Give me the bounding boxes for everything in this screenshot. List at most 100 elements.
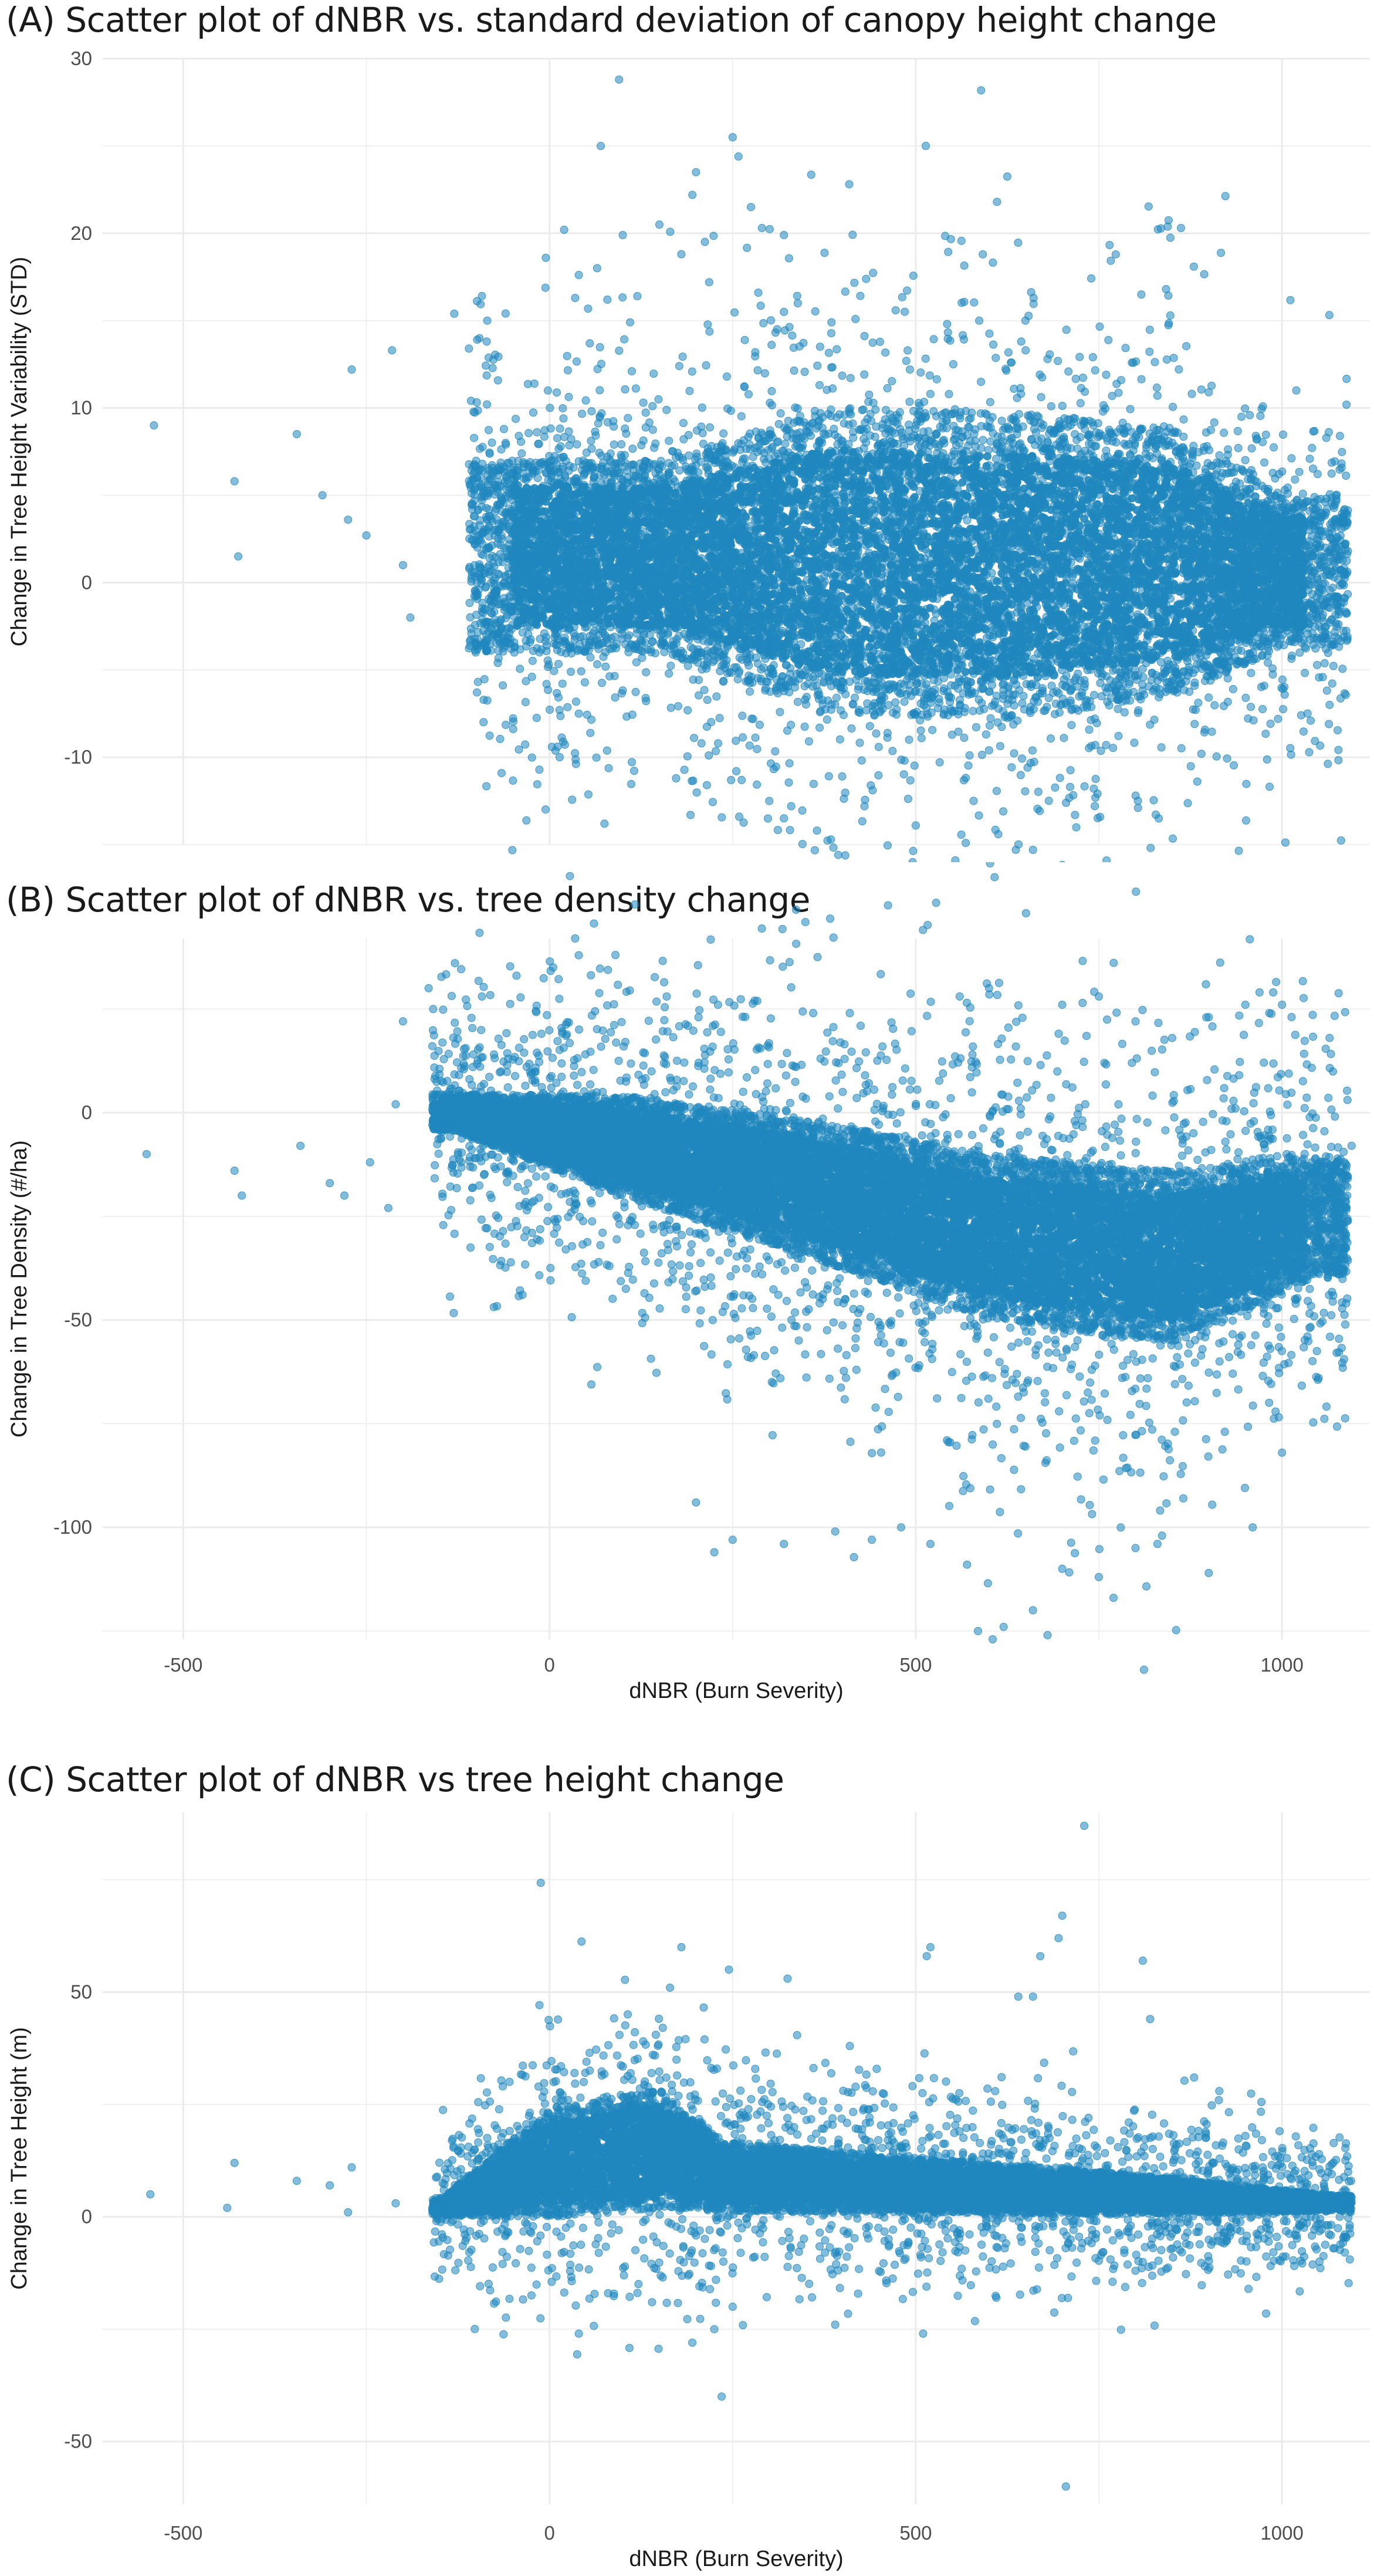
scatter-point [521,740,530,749]
scatter-point [1241,816,1250,825]
scatter-point [902,357,911,365]
scatter-point [841,851,850,860]
scatter-point [1207,727,1216,736]
scatter-point [1145,326,1154,334]
scatter-point [666,228,675,236]
scatter-point [839,711,848,720]
scatter-point [1179,415,1188,424]
scatter-point [1131,791,1140,800]
scatter-point [784,778,793,787]
scatter-point [546,706,554,714]
scatter-point [535,765,544,774]
scatter-point [813,361,822,370]
scatter-point [620,335,628,344]
scatter-point [1152,810,1160,819]
scatter-point [1322,686,1331,695]
scatter-point [965,751,974,760]
scatter-point [798,840,807,849]
scatter-point [1324,760,1332,768]
scatter-point [1200,270,1209,279]
scatter-point [753,745,762,754]
scatter-point [964,761,973,770]
scatter-point [1080,676,1089,684]
scatter-point [840,794,848,803]
scatter-point [930,685,939,694]
scatter-point [1334,726,1342,735]
scatter-point [1088,353,1097,361]
scatter-point [883,728,892,737]
scatter-point [1279,705,1288,714]
scatter-point [553,388,561,397]
scatter-point [989,340,998,349]
scatter-point [1292,386,1301,395]
scatter-point [767,431,776,439]
scatter-point [943,320,952,328]
scatter-point [838,371,847,380]
scatter-point [1149,796,1158,805]
scatter-point [1342,374,1351,383]
scatter-point [804,737,813,745]
scatter-point [868,338,877,347]
scatter-point [947,452,956,460]
scatter-point [1256,412,1265,421]
scatter-point [793,697,802,706]
scatter-point [1096,679,1105,687]
scatter-point [1157,743,1166,752]
scatter-point [1190,720,1199,728]
scatter-point [1145,347,1154,356]
scatter-point [1316,741,1325,750]
scatter-point [881,348,890,357]
scatter-point [641,423,650,432]
scatter-point [718,813,726,822]
scatter-point [847,724,856,733]
scatter-point [1301,669,1309,677]
scatter-point [1010,701,1018,710]
scatter-point [975,706,984,715]
scatter-point [622,429,631,438]
scatter-point [1186,762,1195,771]
scatter-point [593,660,601,669]
scatter-point [985,721,994,730]
scatter-point [1044,796,1053,805]
scatter-point [1011,690,1020,699]
scatter-point [1066,766,1075,775]
scatter-point [1014,238,1023,247]
scatter-point [865,391,874,399]
scatter-point [567,667,575,676]
scatter-point [773,325,781,334]
scatter-point [1247,444,1256,453]
scatter-point [986,714,995,723]
scatter-point [500,425,508,433]
scatter-point [571,697,580,706]
scatter-point [1030,758,1038,767]
scatter-point [485,426,493,435]
scatter-point [512,415,520,423]
scatter-point [776,409,785,418]
scatter-point [732,737,740,745]
scatter-point [574,270,583,279]
scatter-point [598,679,606,687]
scatter-point [834,850,842,859]
scatter-point [554,445,563,453]
scatter-point [499,681,507,690]
scatter-point [813,826,821,835]
scatter-point [1279,431,1287,439]
scatter-point [554,660,563,669]
scatter-point [1166,311,1175,320]
scatter-point [901,307,909,316]
scatter-point [993,198,1001,206]
scatter-point [624,413,632,422]
scatter-point [1246,411,1254,419]
scatter-point [793,292,801,300]
scatter-point [690,734,698,743]
scatter-point [997,416,1006,425]
scatter-point [648,402,657,411]
scatter-point [1266,720,1275,728]
scatter-point [529,408,537,417]
scatter-point [586,728,595,737]
scatter-point [992,787,1001,795]
scatter-point [719,429,728,438]
scatter-point [909,272,918,280]
scatter-point [542,805,550,814]
scatter-point [1295,467,1304,476]
